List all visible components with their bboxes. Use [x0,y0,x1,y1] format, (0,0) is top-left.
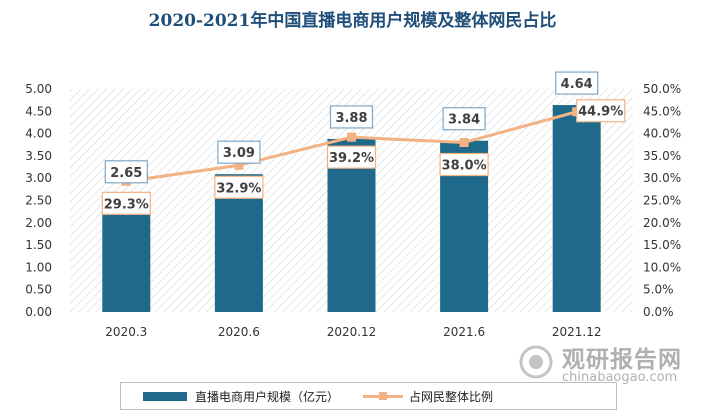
y-left-tick-label: 0.00 [25,305,52,319]
y-left-tick-label: 2.50 [25,194,52,208]
svg-text:38.0%: 38.0% [442,159,487,174]
y-right-tick-label: 50.0% [643,82,681,96]
y-left-tick-label: 1.00 [25,260,52,274]
y-right-tick-label: 0.0% [643,305,674,319]
x-tick-label: 2020.3 [105,325,147,339]
legend-swatch-line [363,390,404,402]
y-left-tick-label: 2.00 [25,216,52,230]
legend-swatch-bar [143,391,187,401]
svg-text:3.88: 3.88 [335,111,367,126]
y-right-tick-label: 15.0% [643,238,681,252]
watermark-logo-icon [519,345,553,379]
watermark: 观研报告网 chinabaogao.com [510,340,700,390]
watermark-sub-text: chinabaogao.com [562,370,678,385]
y-left-tick-label: 4.50 [25,104,52,118]
line-data-label: 44.9% [576,99,626,123]
legend-item-line: 占网民整体比例 [363,388,493,405]
x-tick-label: 2020.12 [327,325,377,339]
bar-data-label: 3.09 [217,140,261,164]
chart-title: 2020-2021年中国直播电商用户规模及整体网民占比 [148,11,557,31]
y-left-tick-label: 0.50 [25,283,52,297]
y-left-tick-label: 5.00 [25,82,52,96]
line-data-label: 38.0% [439,152,489,177]
line-data-label: 29.3% [101,191,151,215]
bar-data-label: 3.84 [442,107,486,131]
line-marker [459,138,469,148]
watermark-main-text: 观研报告网 [562,347,682,373]
svg-text:3.09: 3.09 [223,146,255,161]
y-left-tick-label: 3.50 [25,149,52,163]
line-data-label: 32.9% [214,175,264,199]
bar-data-label: 2.65 [104,160,148,184]
y-right-tick-label: 10.0% [643,260,681,274]
legend-item-bar: 直播电商用户规模（亿元） [143,388,339,405]
svg-text:44.9%: 44.9% [578,105,623,120]
legend-label-bar: 直播电商用户规模（亿元） [195,389,340,404]
y-left-tick-label: 3.00 [25,171,52,185]
bar [552,105,601,312]
svg-text:32.9%: 32.9% [216,181,261,196]
y-left-tick-label: 4.00 [25,127,52,141]
y-right-tick-label: 40.0% [643,127,681,141]
bar-data-label: 3.88 [329,105,374,129]
svg-text:2.65: 2.65 [110,166,142,181]
bar-data-label: 4.64 [555,71,599,95]
y-right-tick-label: 25.0% [643,194,681,208]
legend-label-line: 占网民整体比例 [409,389,494,404]
y-left-tick-label: 1.50 [25,238,52,252]
svg-text:4.64: 4.64 [561,77,593,92]
x-tick-label: 2021.6 [443,325,485,339]
x-tick-label: 2020.6 [218,325,260,339]
y-right-tick-label: 30.0% [643,171,681,185]
line-data-label: 39.2% [326,145,377,169]
line-marker [347,132,356,142]
legend: 直播电商用户规模（亿元） 占网民整体比例 [120,382,617,410]
x-tick-label: 2021.12 [552,325,602,339]
svg-text:29.3%: 29.3% [104,197,149,212]
svg-text:39.2%: 39.2% [329,151,374,166]
y-right-tick-label: 20.0% [643,216,681,230]
y-right-tick-label: 45.0% [643,104,681,118]
svg-text:3.84: 3.84 [448,113,480,128]
y-right-tick-label: 5.0% [643,283,674,297]
y-right-tick-label: 35.0% [643,149,681,163]
line-marker [234,160,244,170]
